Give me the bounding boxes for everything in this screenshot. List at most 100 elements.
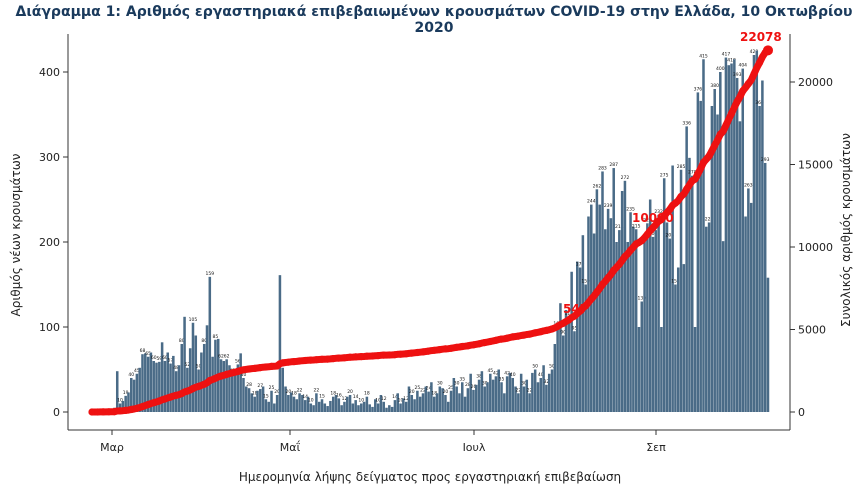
bar-value-label: 38 <box>476 374 482 380</box>
bar-value-label: 22 <box>314 387 320 393</box>
cumulative-point <box>604 274 612 282</box>
cumulative-point <box>217 372 225 380</box>
bar-value-label: 80 <box>201 338 207 344</box>
cumulative-point <box>565 316 573 324</box>
bar <box>724 57 728 413</box>
cumulative-point <box>340 354 348 362</box>
cumulative-point <box>492 336 500 344</box>
y-tick-label: 0 <box>53 406 60 419</box>
cumulative-end-point <box>763 45 773 56</box>
bar <box>360 403 363 412</box>
cumulative-point <box>352 353 360 361</box>
bar <box>413 399 416 412</box>
bar <box>385 407 388 412</box>
bar-value-label: 25 <box>415 385 421 391</box>
bar <box>222 361 226 412</box>
cumulative-point <box>374 352 382 360</box>
cumulative-point <box>683 185 691 193</box>
bar <box>273 403 276 412</box>
bar-value-label: 285 <box>677 164 686 170</box>
bar <box>163 361 167 412</box>
cumulative-point <box>554 322 562 330</box>
bar <box>550 369 554 412</box>
cumulative-point <box>756 59 764 67</box>
cumulative-point <box>312 356 320 364</box>
bar <box>542 365 545 412</box>
bar-value-label: 50 <box>532 364 538 370</box>
y2-tick-label: 5000 <box>798 324 826 337</box>
bar <box>225 359 228 412</box>
bar <box>452 378 456 412</box>
bar <box>514 386 517 412</box>
bar <box>138 367 141 412</box>
bar <box>303 400 307 412</box>
bar <box>382 401 385 412</box>
cumulative-point <box>497 335 506 343</box>
bar <box>738 121 742 413</box>
bar-value-label: 18 <box>431 391 437 397</box>
bar <box>707 222 711 412</box>
y-tick-label: 300 <box>39 151 60 164</box>
bar <box>511 378 514 412</box>
bar-value-label: 30 <box>482 381 488 387</box>
cumulative-point <box>335 354 343 362</box>
bar-value-label: 105 <box>189 317 198 323</box>
cumulative-point <box>211 374 219 382</box>
bar-value-label: 48 <box>173 365 179 371</box>
bar <box>612 168 615 412</box>
cumulative-point <box>598 280 607 288</box>
cumulative-annotation: 10000 <box>632 211 674 225</box>
bar-value-label: 22 <box>515 387 521 393</box>
bar <box>615 242 618 412</box>
cumulative-point <box>161 395 169 403</box>
cumulative-point <box>206 376 214 385</box>
cumulative-point <box>172 391 180 399</box>
bar <box>547 373 551 412</box>
bar <box>374 399 377 412</box>
bar <box>559 303 562 412</box>
bar <box>646 223 649 412</box>
bar <box>317 401 321 412</box>
bar-value-label: 275 <box>660 172 669 178</box>
bar <box>640 301 644 412</box>
bar <box>668 238 672 412</box>
bar <box>345 396 349 412</box>
cumulative-point <box>110 408 118 416</box>
bar-value-label: 90 <box>560 330 566 336</box>
cumulative-point <box>138 403 147 411</box>
bar <box>536 382 540 412</box>
bar <box>573 331 576 412</box>
cumulative-point <box>430 346 438 354</box>
bar <box>124 395 127 412</box>
bar-value-label: 19 <box>123 390 129 396</box>
bar <box>188 348 192 412</box>
bar <box>146 356 150 412</box>
bar-value-label: 360 <box>755 100 764 106</box>
cumulative-point <box>178 389 186 398</box>
bar <box>438 386 442 412</box>
cumulative-point <box>301 356 309 365</box>
bar <box>522 386 526 412</box>
bar <box>166 352 169 412</box>
bar <box>660 327 663 412</box>
bar <box>421 393 425 412</box>
bar <box>567 316 571 412</box>
cumulative-point <box>318 355 326 363</box>
cumulative-point <box>284 358 292 366</box>
bar <box>183 316 186 412</box>
bar-value-label: 20 <box>409 389 415 395</box>
bar <box>472 389 475 412</box>
bar-value-label: 24 <box>426 386 432 392</box>
cumulative-point <box>739 87 747 95</box>
cumulative-point <box>122 406 130 414</box>
bar <box>618 230 621 412</box>
bar-value-label: 287 <box>609 162 618 168</box>
bar-value-label: 28 <box>246 382 252 388</box>
cumulative-point <box>239 366 248 374</box>
bar <box>205 325 209 412</box>
bar <box>368 404 371 412</box>
bar <box>331 396 335 412</box>
bar-value-label: 293 <box>761 157 770 163</box>
bar <box>396 393 399 412</box>
cumulative-point <box>234 367 242 375</box>
